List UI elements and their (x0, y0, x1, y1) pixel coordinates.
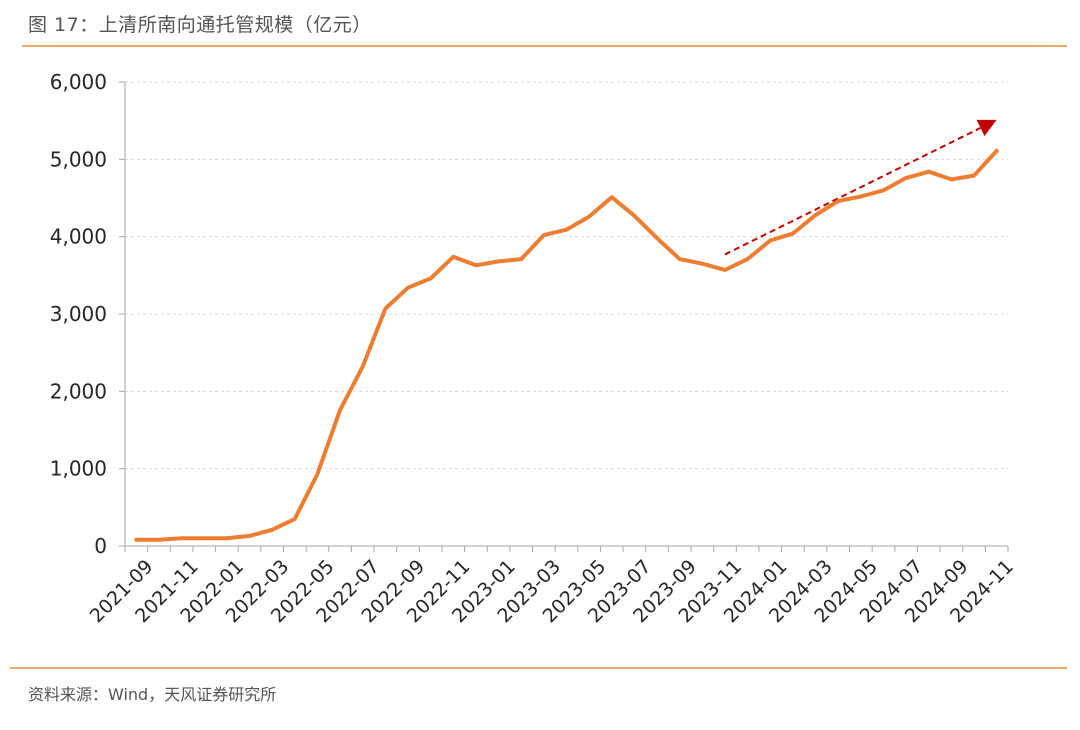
footer-divider (10, 667, 1067, 669)
y-tick-labels: 0 1,000 2,000 3,000 4,000 5,000 6,000 (50, 70, 107, 558)
data-point (881, 188, 885, 192)
data-point (700, 262, 704, 266)
trend-arrow-head (976, 119, 997, 136)
trend-arrow-line (724, 126, 981, 256)
data-point (225, 536, 229, 540)
data-point (678, 257, 682, 261)
figure-title: 图 17：上清所南向通托管规模（亿元） (28, 14, 372, 36)
data-point (338, 408, 342, 412)
data-point (859, 194, 863, 198)
y-tick-label: 4,000 (50, 225, 107, 249)
data-point (836, 199, 840, 203)
y-tick-label: 2,000 (50, 379, 107, 403)
title-divider (22, 45, 1067, 47)
y-tick-label: 0 (94, 534, 107, 558)
data-point (655, 236, 659, 240)
trend-annotation (724, 119, 997, 256)
y-tick-label: 3,000 (50, 302, 107, 326)
data-point (248, 534, 252, 538)
data-point (134, 538, 138, 542)
data-point (383, 307, 387, 311)
data-point (202, 536, 206, 540)
y-tick-label: 5,000 (50, 147, 107, 171)
data-point (474, 263, 478, 267)
data-point (949, 177, 953, 181)
data-point (791, 232, 795, 236)
data-point (293, 517, 297, 521)
source-note: 资料来源：Wind，天风证券研究所 (28, 685, 277, 704)
y-tick-label: 1,000 (50, 457, 107, 481)
axes (119, 81, 1009, 552)
data-point (497, 259, 501, 263)
data-point (542, 233, 546, 237)
grid-lines (125, 81, 1008, 470)
series-line (134, 148, 999, 542)
series (134, 148, 999, 542)
y-tick-label: 6,000 (50, 70, 107, 94)
data-point (519, 257, 523, 261)
data-point (361, 365, 365, 369)
data-point (587, 215, 591, 219)
data-point (768, 239, 772, 243)
data-point (632, 214, 636, 218)
data-point (429, 276, 433, 280)
data-point (904, 176, 908, 180)
x-tick-labels: 2021-092021-112022-012022-032022-052022-… (86, 556, 1018, 628)
data-point (814, 213, 818, 217)
data-point (157, 538, 161, 542)
data-point (995, 149, 999, 153)
data-point (565, 228, 568, 232)
data-point (723, 268, 727, 272)
data-point (406, 286, 410, 290)
data-point (972, 174, 976, 178)
data-point (746, 257, 750, 261)
data-point (610, 195, 614, 199)
data-point (315, 472, 319, 476)
data-point (180, 536, 184, 540)
data-point (451, 255, 455, 259)
data-point (270, 528, 274, 532)
data-point (927, 170, 931, 174)
